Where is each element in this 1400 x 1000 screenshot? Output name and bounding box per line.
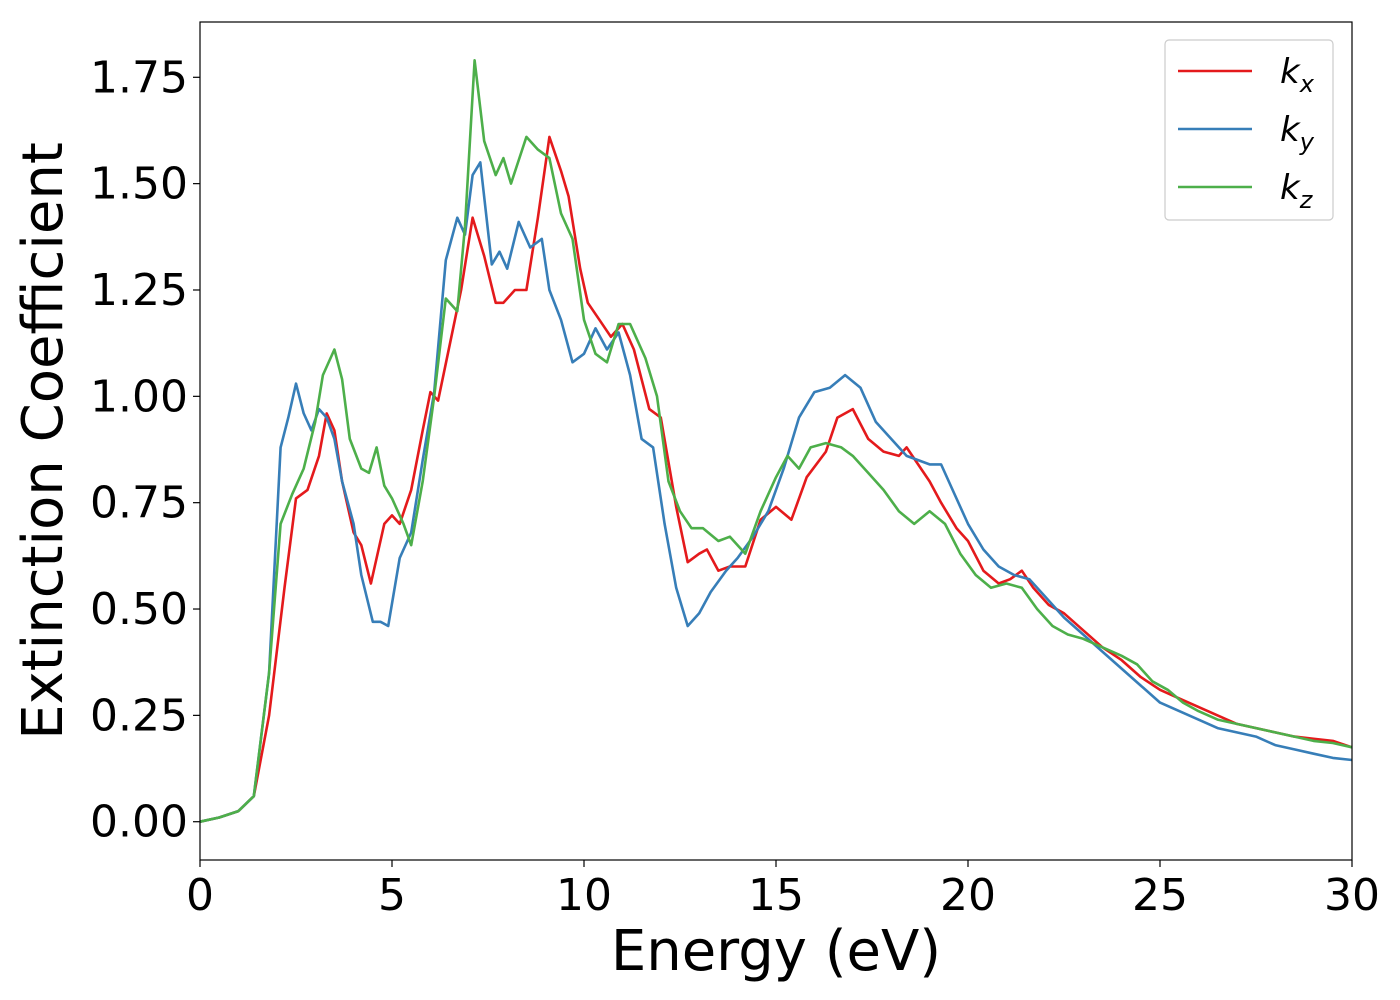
- y-tick-label: 0.50: [90, 584, 188, 635]
- series-layer: [199, 59, 1353, 823]
- x-tick-label: 10: [556, 870, 612, 921]
- legend-label-kz: kz: [1280, 168, 1314, 214]
- series-line-kz: [199, 59, 1353, 823]
- legend-label-kx: kx: [1280, 52, 1315, 98]
- y-tick-label: 0.25: [90, 690, 188, 741]
- y-axis-ticks: 0.00 0.25 0.50 0.75 1.00 1.25 1.50 1.75: [90, 52, 200, 848]
- y-tick-label: 1.00: [90, 371, 188, 422]
- x-tick-label: 25: [1132, 870, 1188, 921]
- x-tick-label: 20: [940, 870, 996, 921]
- y-tick-label: 1.50: [90, 159, 188, 210]
- x-axis-title: Energy (eV): [611, 919, 941, 984]
- x-axis-ticks: 0 5 10 15 20 25 30: [186, 860, 1380, 921]
- y-tick-label: 1.75: [90, 52, 188, 103]
- x-tick-label: 5: [378, 870, 406, 921]
- legend-label-ky: ky: [1280, 110, 1315, 156]
- series-line-kx: [199, 135, 1353, 823]
- legend: kx ky kz: [1164, 39, 1334, 221]
- series-line-ky: [199, 161, 1353, 823]
- x-tick-label: 15: [748, 870, 804, 921]
- y-tick-label: 1.25: [90, 265, 188, 316]
- x-tick-label: 30: [1324, 870, 1380, 921]
- y-tick-label: 0.75: [90, 478, 188, 529]
- y-tick-label: 0.00: [90, 797, 188, 848]
- y-axis-title: Extinction Coefficient: [11, 142, 76, 740]
- x-tick-label: 0: [186, 870, 214, 921]
